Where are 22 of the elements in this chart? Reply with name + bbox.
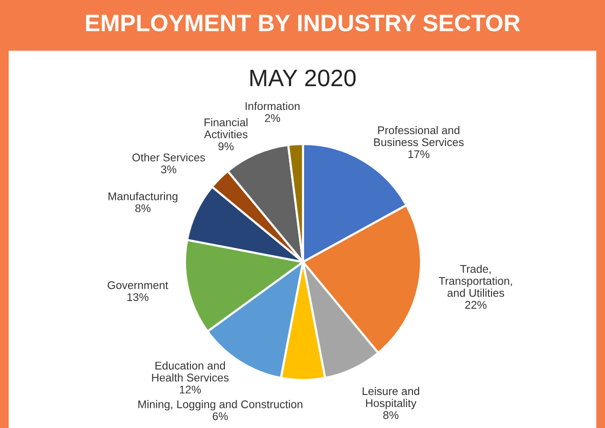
data-label: 8% bbox=[383, 411, 398, 420]
slice-label: Manufacturing bbox=[108, 192, 178, 202]
data-label: 3% bbox=[161, 165, 176, 174]
data-label: 12% bbox=[180, 386, 201, 394]
slice-label: Mining, Logging and Construction bbox=[138, 400, 302, 410]
slice-label: Professional and Business Services bbox=[374, 126, 464, 146]
slice-label: Government bbox=[108, 281, 168, 290]
data-label: 2% bbox=[264, 114, 280, 122]
data-label: 22% bbox=[465, 300, 486, 309]
slice-label: Financial Activities bbox=[204, 118, 248, 138]
data-label: 6% bbox=[212, 412, 228, 420]
data-label: 17% bbox=[408, 150, 430, 158]
data-label: 8% bbox=[135, 204, 151, 212]
slice-label: Education and Health Services bbox=[152, 361, 229, 382]
data-label: 9% bbox=[218, 142, 234, 150]
data-label: 13% bbox=[127, 293, 148, 302]
slice-label: Information bbox=[246, 102, 300, 110]
chart-title: EMPLOYMENT BY INDUSTRY SECTOR bbox=[86, 14, 520, 32]
chart-subtitle: MAY 2020 bbox=[250, 70, 356, 86]
slice-label: Leisure and Hospitality bbox=[362, 386, 420, 410]
slice-label: Trade, Transportation, and Utilities bbox=[438, 264, 512, 297]
slice-label: Other Services bbox=[132, 153, 205, 162]
